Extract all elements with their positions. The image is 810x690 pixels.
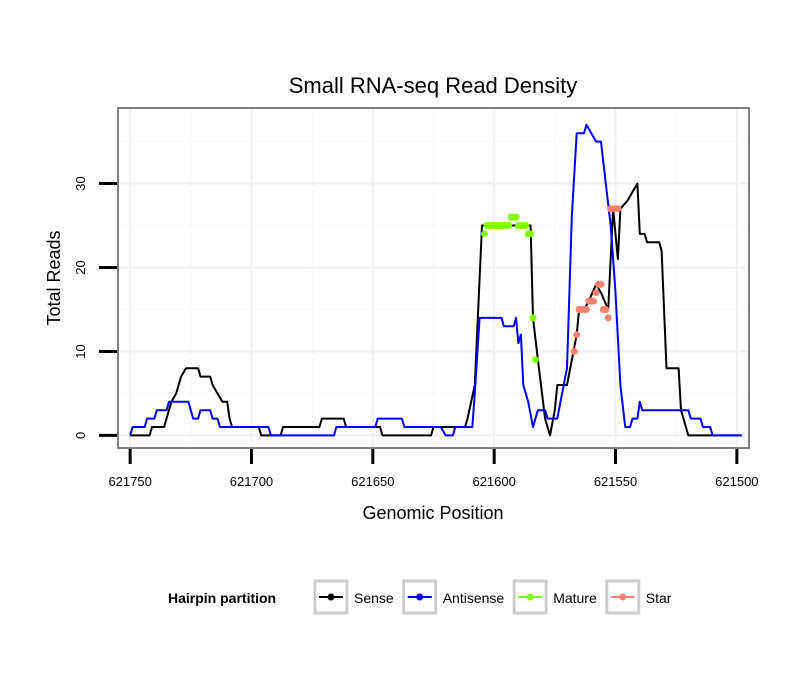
x-tick-label: 621650 xyxy=(351,474,394,489)
x-tick-label: 621550 xyxy=(594,474,637,489)
star-point xyxy=(597,280,605,288)
mature-point xyxy=(529,314,537,322)
legend-item-star: Star xyxy=(605,579,672,615)
legend-key-point xyxy=(327,593,335,601)
star-point xyxy=(573,331,581,339)
star-point xyxy=(592,289,600,297)
star-point xyxy=(604,314,612,322)
legend-key-point xyxy=(619,593,627,601)
antisense-series-line xyxy=(129,123,742,437)
star-point xyxy=(590,297,598,305)
legend-label: Star xyxy=(646,590,672,606)
star-point xyxy=(570,347,578,355)
mature-point xyxy=(512,213,520,221)
plot-border xyxy=(117,107,750,449)
x-axis-title: Genomic Position xyxy=(362,503,503,523)
legend-title: Hairpin partition xyxy=(168,590,276,606)
mature-point xyxy=(527,230,535,238)
mature-point xyxy=(531,356,539,364)
mature-point xyxy=(480,230,488,238)
legend-label: Mature xyxy=(553,590,597,606)
x-tick-label: 621750 xyxy=(108,474,151,489)
star-point xyxy=(602,305,610,313)
legend-item-mature: Mature xyxy=(512,579,597,615)
legend: Hairpin partition Sense Antisense Mature St… xyxy=(168,579,672,615)
legend-key-point xyxy=(526,593,534,601)
y-tick-label: 0 xyxy=(73,432,88,439)
y-tick-label: 20 xyxy=(73,260,88,274)
sense-series-line xyxy=(130,182,742,437)
legend-label: Antisense xyxy=(443,590,505,606)
mature-point xyxy=(522,222,530,230)
star-point xyxy=(614,205,622,213)
star-point xyxy=(582,305,590,313)
legend-label: Sense xyxy=(354,590,394,606)
legend-item-sense: Sense xyxy=(313,579,394,615)
chart-title: Small RNA-seq Read Density xyxy=(289,73,578,98)
legend-item-antisense: Antisense xyxy=(402,579,505,615)
x-tick-label: 621500 xyxy=(715,474,758,489)
x-tick-label: 621700 xyxy=(230,474,273,489)
grid xyxy=(118,108,749,448)
y-tick-label: 10 xyxy=(73,344,88,358)
y-axis-title: Total Reads xyxy=(44,230,64,325)
y-axis: 0 10 20 30 xyxy=(73,176,117,439)
series-layer xyxy=(129,123,742,437)
x-axis: 621750 621700 621650 621600 621550 621500 xyxy=(108,449,759,489)
y-tick-label: 30 xyxy=(73,176,88,190)
x-tick-label: 621600 xyxy=(472,474,515,489)
mature-point xyxy=(505,222,513,230)
legend-key-point xyxy=(416,593,424,601)
